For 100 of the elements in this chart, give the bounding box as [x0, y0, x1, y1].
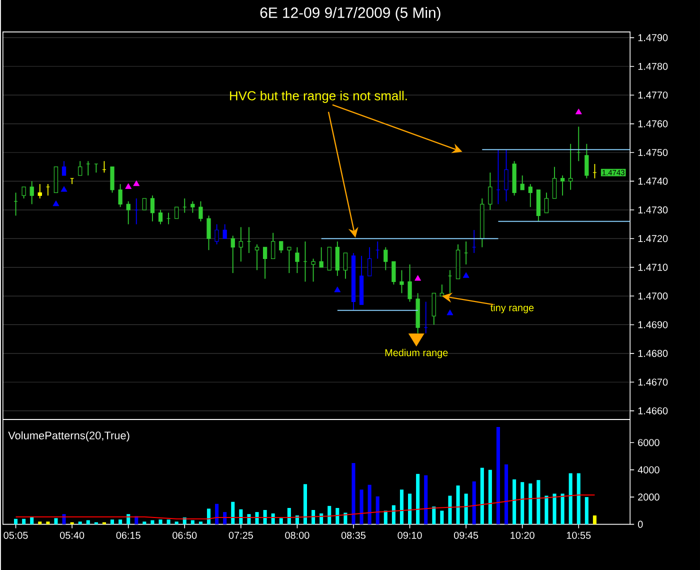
candlestick — [230, 235, 235, 274]
bar — [416, 474, 420, 524]
candlestick — [30, 180, 34, 204]
y-tick-label: 1.4730 — [638, 206, 668, 214]
point — [133, 180, 140, 186]
candlestick — [544, 192, 549, 214]
point — [414, 274, 422, 281]
y-tick-label: 1.4680 — [638, 350, 668, 357]
bar — [448, 496, 452, 524]
annotation: tiny range — [490, 304, 534, 314]
line-series — [15, 494, 596, 520]
bar — [536, 480, 540, 524]
bar — [568, 473, 572, 524]
bar — [408, 494, 412, 524]
candlestick — [22, 186, 26, 199]
bar — [384, 510, 388, 524]
bar — [352, 462, 356, 524]
candlestick — [311, 258, 316, 282]
y-tick-label: 0 — [638, 520, 643, 528]
x-tick-label: 06:50 — [172, 532, 197, 539]
bar — [528, 483, 532, 524]
bar — [255, 512, 259, 524]
bar — [110, 519, 114, 524]
candlestick — [392, 260, 396, 285]
bar — [504, 464, 508, 524]
bar — [368, 484, 372, 524]
candlestick — [262, 246, 268, 280]
x-tick-label: 05:40 — [60, 532, 84, 539]
candlestick — [488, 172, 492, 210]
y-tick-label: 6000 — [638, 438, 660, 446]
bar — [78, 521, 82, 524]
bar — [231, 502, 235, 524]
candlestick — [158, 209, 163, 225]
bar — [198, 521, 202, 524]
bar — [263, 510, 267, 524]
bar — [126, 514, 130, 524]
y-tick-label: 1.4670 — [638, 378, 668, 386]
candlestick — [295, 246, 300, 274]
candlestick — [238, 226, 243, 262]
bar — [239, 509, 243, 524]
bar — [472, 481, 476, 524]
bar — [424, 475, 428, 524]
candlestick — [408, 264, 412, 302]
bar — [86, 520, 90, 524]
bar — [287, 508, 291, 524]
y-tick-label: 1.4760 — [638, 120, 668, 128]
bar — [392, 505, 396, 524]
candlestick — [206, 215, 211, 250]
candlestick — [504, 149, 508, 202]
candlestick — [174, 206, 179, 219]
bar — [336, 508, 340, 524]
candlestick — [214, 224, 219, 245]
bar — [38, 521, 42, 524]
bar — [552, 494, 556, 524]
bar — [456, 485, 460, 524]
y-tick-label: 1.4780 — [638, 62, 668, 70]
text: VolumePatterns(20,True) — [8, 431, 130, 442]
bar — [190, 520, 194, 524]
bar — [400, 489, 404, 524]
candlestick — [62, 160, 66, 176]
candlestick — [142, 198, 146, 210]
point — [446, 309, 454, 316]
x-tick-label: 06:15 — [116, 532, 140, 539]
bar — [54, 518, 58, 524]
x-tick-label: 09:10 — [398, 532, 422, 539]
bar — [279, 518, 283, 524]
bar — [150, 520, 154, 524]
bar — [592, 515, 596, 524]
bar — [46, 521, 50, 524]
bar — [544, 496, 548, 524]
bar — [303, 484, 308, 524]
bar — [22, 518, 26, 524]
x-tick-label: 09:45 — [454, 532, 478, 539]
x-tick-label: 07:25 — [228, 532, 253, 539]
bar — [247, 514, 251, 524]
bar — [560, 494, 564, 524]
point — [334, 286, 341, 292]
candlestick — [327, 246, 332, 270]
x-tick-label: 08:00 — [285, 532, 310, 539]
y-tick-label: 1.4720 — [638, 234, 668, 242]
candlestick — [584, 143, 589, 179]
bar — [376, 496, 380, 524]
candlestick — [528, 183, 532, 208]
bar — [215, 504, 219, 524]
candlestick — [254, 244, 260, 271]
candlestick — [78, 160, 82, 176]
candlestick — [432, 292, 436, 326]
bar — [118, 519, 122, 524]
candlestick — [198, 200, 203, 222]
candlestick — [279, 240, 284, 254]
point — [52, 200, 60, 206]
point — [125, 183, 132, 189]
y-tick-label: 1.4770 — [638, 91, 668, 98]
bar — [312, 510, 316, 524]
bar — [512, 479, 516, 524]
bar — [223, 512, 227, 524]
candlestick — [568, 143, 573, 190]
bar — [142, 521, 146, 524]
candlestick — [400, 270, 404, 294]
x-tick-label: 10:55 — [566, 532, 591, 539]
